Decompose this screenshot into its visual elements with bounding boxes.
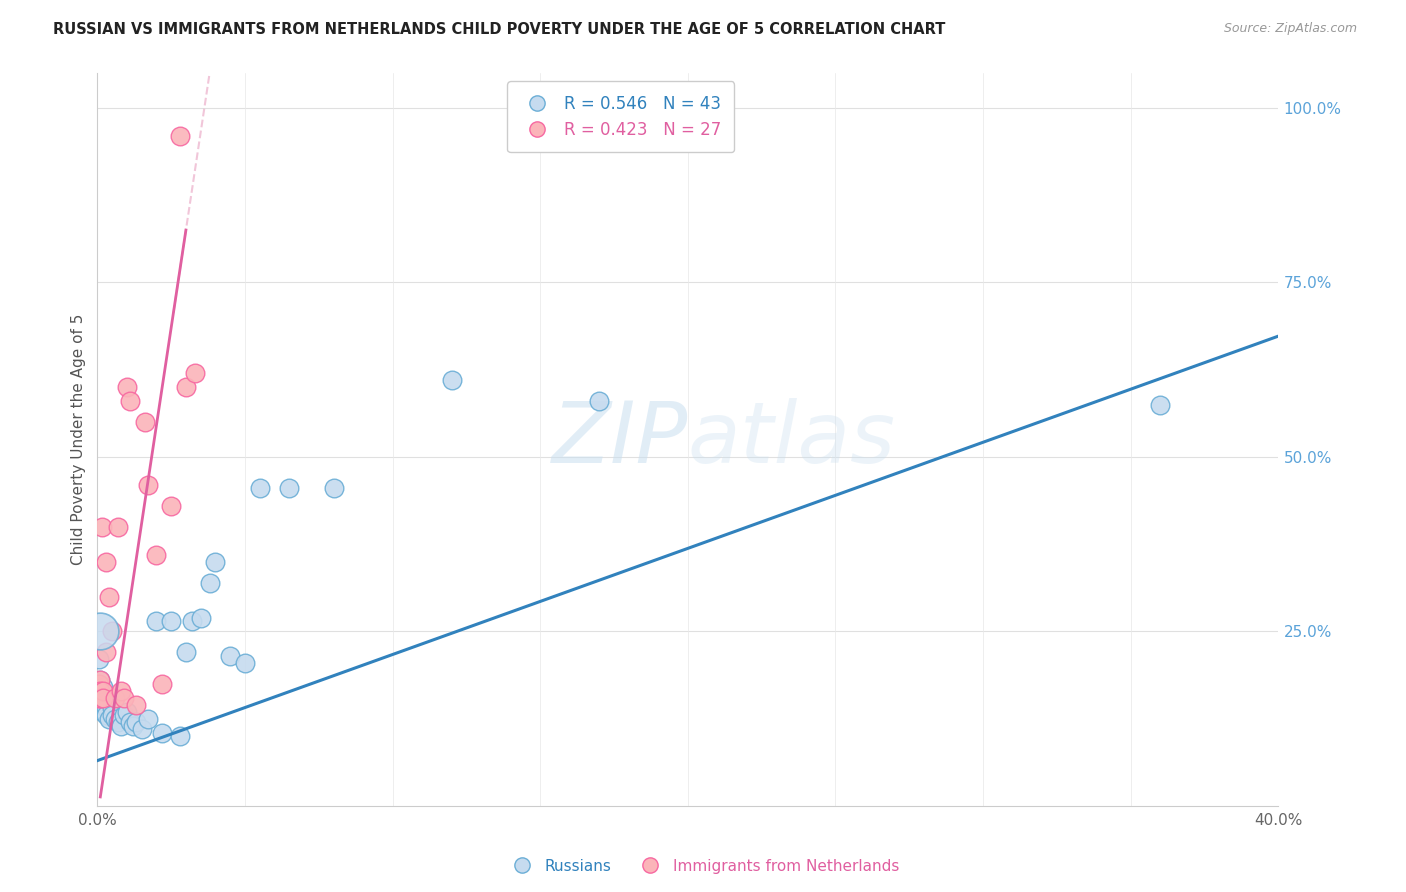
Text: RUSSIAN VS IMMIGRANTS FROM NETHERLANDS CHILD POVERTY UNDER THE AGE OF 5 CORRELAT: RUSSIAN VS IMMIGRANTS FROM NETHERLANDS C…: [53, 22, 946, 37]
Point: [160, 499, 183, 513]
Point: [91, 683, 114, 698]
Point: [96, 701, 118, 715]
Point: [322, 481, 344, 495]
Legend: Russians, Immigrants from Netherlands: Russians, Immigrants from Netherlands: [501, 853, 905, 880]
Point: [90, 520, 112, 534]
Point: [110, 683, 132, 698]
Point: [198, 575, 221, 590]
Y-axis label: Child Poverty Under the Age of 5: Child Poverty Under the Age of 5: [72, 314, 86, 566]
Point: [87, 690, 110, 705]
Point: [125, 715, 148, 730]
Point: [150, 725, 173, 739]
Point: [110, 719, 132, 733]
Point: [440, 373, 463, 387]
Point: [136, 712, 159, 726]
Point: [89, 624, 111, 639]
Point: [96, 555, 118, 569]
Point: [96, 708, 118, 723]
Text: atlas: atlas: [688, 398, 896, 481]
Point: [115, 380, 138, 394]
Point: [118, 715, 141, 730]
Point: [91, 690, 114, 705]
Text: Source: ZipAtlas.com: Source: ZipAtlas.com: [1223, 22, 1357, 36]
Point: [249, 481, 271, 495]
Point: [101, 701, 124, 715]
Point: [184, 366, 207, 380]
Point: [145, 548, 167, 562]
Point: [118, 394, 141, 409]
Point: [101, 708, 124, 723]
Point: [91, 701, 114, 715]
Point: [107, 520, 129, 534]
Point: [174, 645, 197, 659]
Point: [125, 698, 148, 712]
Point: [134, 415, 156, 429]
Point: [180, 614, 202, 628]
Point: [98, 590, 121, 604]
Point: [91, 681, 114, 695]
Point: [89, 652, 111, 666]
Point: [115, 705, 138, 719]
Point: [112, 708, 135, 723]
Point: [101, 624, 124, 639]
Point: [160, 614, 183, 628]
Point: [131, 722, 153, 736]
Point: [190, 610, 212, 624]
Point: [169, 128, 191, 143]
Point: [145, 614, 167, 628]
Point: [112, 690, 135, 705]
Point: [96, 645, 118, 659]
Point: [588, 394, 610, 409]
Point: [233, 656, 256, 670]
Point: [169, 729, 191, 743]
Legend: R = 0.546   N = 43, R = 0.423   N = 27: R = 0.546 N = 43, R = 0.423 N = 27: [508, 81, 734, 153]
Point: [90, 694, 112, 708]
Point: [87, 677, 110, 691]
Point: [278, 481, 301, 495]
Point: [174, 380, 197, 394]
Text: ZIP: ZIP: [551, 398, 688, 481]
Point: [104, 712, 127, 726]
Point: [1149, 398, 1171, 412]
Point: [89, 690, 111, 705]
Point: [98, 712, 121, 726]
Point: [98, 694, 121, 708]
Point: [204, 555, 226, 569]
Point: [150, 677, 173, 691]
Point: [107, 715, 129, 730]
Point: [219, 648, 242, 663]
Point: [93, 698, 115, 712]
Point: [136, 478, 159, 492]
Point: [89, 673, 111, 688]
Point: [91, 705, 114, 719]
Point: [90, 690, 112, 705]
Point: [87, 677, 110, 691]
Point: [89, 683, 111, 698]
Point: [121, 719, 143, 733]
Point: [89, 683, 111, 698]
Point: [89, 673, 111, 688]
Point: [104, 690, 127, 705]
